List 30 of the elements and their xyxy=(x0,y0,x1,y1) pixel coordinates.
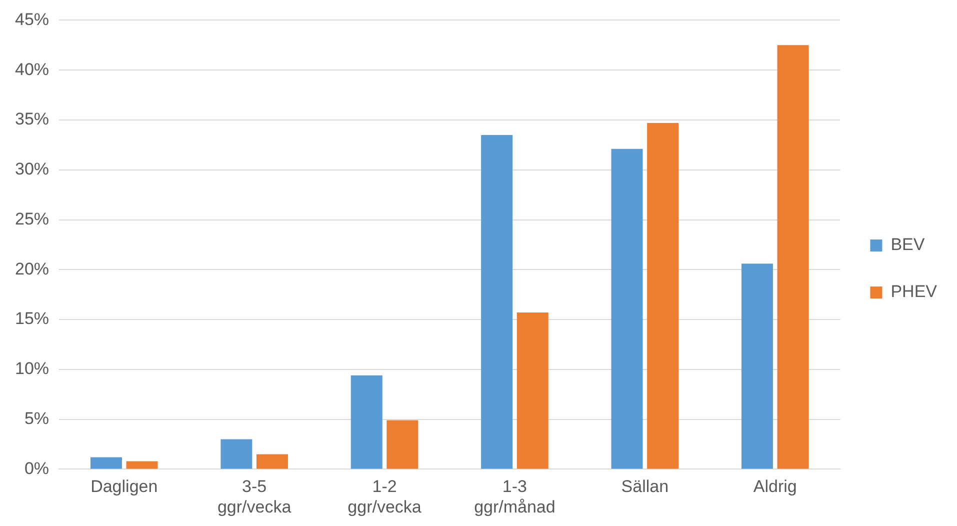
bar xyxy=(350,375,382,469)
x-tick-label: Aldrig xyxy=(753,477,797,496)
bar xyxy=(647,122,679,469)
y-tick-label: 0% xyxy=(24,458,50,478)
bar xyxy=(386,420,418,469)
x-tick-label: 1-2 ggr/vecka xyxy=(348,477,422,516)
y-tick-label: 25% xyxy=(14,209,50,228)
y-tick-label: 35% xyxy=(14,110,50,129)
y-tick-label: 40% xyxy=(14,60,50,79)
x-tick-label: Dagligen xyxy=(90,477,158,496)
x-tick-label: 3-5 ggr/vecka xyxy=(217,477,292,516)
bar xyxy=(741,264,773,469)
bar xyxy=(90,457,122,469)
legend-label: BEV xyxy=(890,235,926,254)
legend-label: PHEV xyxy=(890,282,938,302)
bar xyxy=(611,148,643,469)
bar xyxy=(220,439,252,469)
bar xyxy=(516,312,548,469)
y-tick-label: 20% xyxy=(14,259,50,278)
x-tick-label: Sällan xyxy=(621,477,669,496)
bar xyxy=(256,454,288,469)
bar xyxy=(481,134,513,469)
y-tick-label: 10% xyxy=(14,359,50,378)
y-tick-label: 5% xyxy=(24,409,50,428)
bar xyxy=(777,45,809,469)
x-tick-label: 1-3 ggr/månad xyxy=(474,477,556,516)
y-tick-label: 30% xyxy=(14,160,50,179)
bar xyxy=(126,461,158,469)
y-tick-label: 15% xyxy=(14,309,50,328)
y-tick-label: 45% xyxy=(14,10,50,29)
